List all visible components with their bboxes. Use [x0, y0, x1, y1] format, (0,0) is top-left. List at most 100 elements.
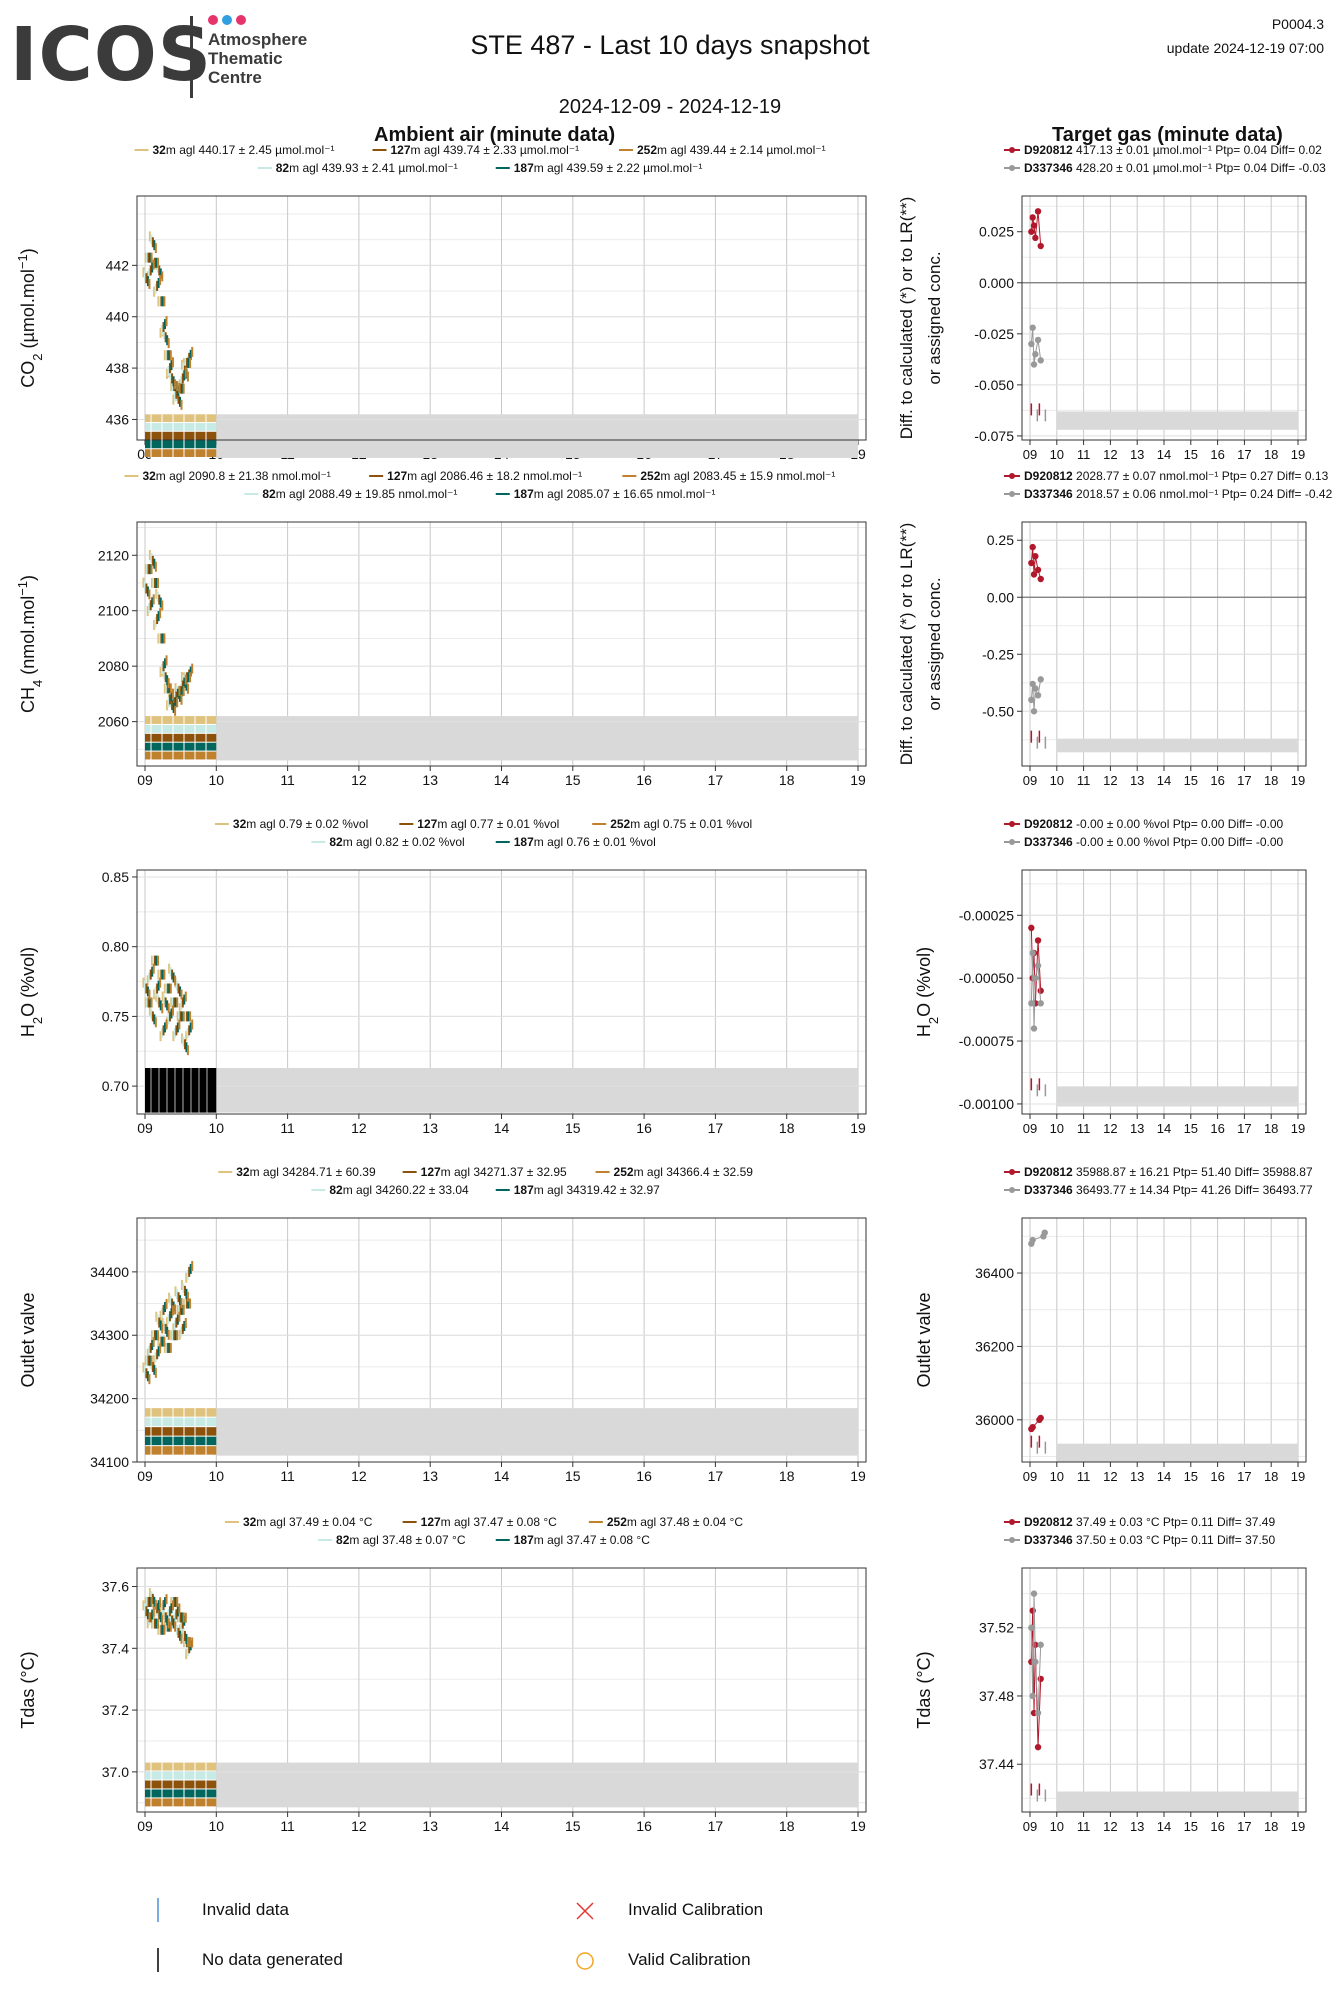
logo-sub-line: Thematic — [208, 49, 283, 68]
x-tick-label: 15 — [565, 1120, 581, 1136]
y-tick-label: 0.70 — [102, 1078, 129, 1094]
x-tick-label: 16 — [636, 772, 652, 788]
legend-entry: 252m agl 0.75 ± 0.01 %vol — [610, 817, 752, 831]
legend-height: 252 — [640, 469, 660, 483]
x-tick-label: 09 — [1023, 447, 1037, 462]
height-stripe — [145, 449, 217, 457]
legend-cylinder-id: D920812 — [1024, 817, 1073, 831]
legend-value: 37.50 ± 0.03 °C Ptp= 0.11 Diff= 37.50 — [1073, 1533, 1276, 1547]
target-point — [1028, 228, 1035, 235]
target-point — [1034, 1709, 1042, 1717]
x-tick-label: 10 — [1050, 773, 1064, 788]
y-tick-label: 34100 — [90, 1454, 129, 1470]
legend-cylinder-id: D920812 — [1024, 1165, 1073, 1179]
y-tick-label: 34200 — [90, 1391, 129, 1407]
target-point — [1037, 357, 1044, 364]
legend-entry: 82m agl 439.93 ± 2.41 µmol.mol⁻¹ — [276, 161, 458, 175]
x-tick-label: 14 — [1157, 1121, 1171, 1136]
y-tick-label: 0.25 — [987, 532, 1014, 548]
height-stripe — [145, 1436, 217, 1446]
target-point — [1029, 1692, 1036, 1700]
y-tick-label: 436 — [106, 411, 130, 427]
legend-height: 187 — [514, 161, 534, 175]
no-data-stripes — [145, 1067, 217, 1113]
x-tick-label: 16 — [636, 1818, 652, 1834]
x-tick-label: 17 — [1237, 1121, 1251, 1136]
x-tick-label: 16 — [1210, 773, 1224, 788]
x-tick-label: 17 — [1237, 447, 1251, 462]
legend-value: 417.13 ± 0.01 µmol.mol⁻¹ Ptp= 0.04 Diff=… — [1073, 143, 1322, 157]
y-tick-label: 442 — [106, 257, 130, 273]
target-point — [1029, 324, 1036, 331]
target-point — [1034, 336, 1042, 344]
plot-border — [1021, 1567, 1307, 1813]
target-point — [1034, 937, 1042, 944]
y-tick-label: 0.75 — [102, 1008, 129, 1024]
legend-value: m agl 439.74 ± 2.33 µmol.mol⁻¹ — [411, 143, 580, 157]
legend-value: m agl 34366.4 ± 32.59 — [634, 1165, 754, 1179]
y-tick-label: 440 — [106, 309, 130, 325]
x-tick-label: 14 — [494, 772, 510, 788]
target-point — [1029, 949, 1036, 957]
y-tick-label: 37.2 — [102, 1702, 129, 1718]
y-axis-label-part: −1 — [15, 581, 30, 596]
legend-entry: D337346 428.20 ± 0.01 µmol.mol⁻¹ Ptp= 0.… — [1024, 161, 1326, 175]
legend-marker — [1009, 1169, 1015, 1175]
legend-height: 82 — [329, 1183, 343, 1197]
x-tick-label: 15 — [1184, 1469, 1198, 1484]
legend-height: 82 — [329, 835, 343, 849]
y-axis-label: Tdas (°C) — [18, 1651, 38, 1728]
y-axis-label: CH4 (nmol.mol−1) — [15, 575, 45, 713]
target-y-axis-label: or assigned conc. — [925, 251, 944, 384]
x-tick-label: 11 — [1077, 447, 1091, 462]
legend-entry: D337346 -0.00 ± 0.00 %vol Ptp= 0.00 Diff… — [1024, 835, 1284, 849]
report-code: P0004.3 — [1271, 16, 1324, 32]
plot-border — [136, 869, 867, 1115]
legend-entry: 187m agl 34319.42 ± 32.97 — [514, 1183, 660, 1197]
y-axis-label-part: ) — [18, 248, 38, 254]
legend-no-data: No data generated — [202, 1950, 343, 1969]
legend-height: 32 — [142, 469, 156, 483]
y-tick-label: 34400 — [90, 1264, 129, 1280]
icos-logo-text: ICOS — [10, 12, 213, 98]
height-stripe — [145, 1780, 217, 1789]
legend-cylinder-id: D337346 — [1024, 487, 1073, 501]
target-point — [1028, 1000, 1035, 1007]
height-stripe — [145, 1417, 217, 1427]
x-tick-label: 09 — [1023, 773, 1037, 788]
legend-height: 82 — [262, 487, 276, 501]
legend-height: 32 — [233, 817, 247, 831]
no-data-band — [1056, 1443, 1298, 1462]
legend-entry: 127m agl 0.77 ± 0.01 %vol — [417, 817, 559, 831]
y-tick-label: 2120 — [98, 547, 129, 563]
legend-marker — [1009, 1187, 1015, 1193]
x-tick-label: 11 — [280, 1468, 295, 1484]
height-stripe — [145, 742, 217, 751]
legend-invalid-calibration: Invalid Calibration — [628, 1900, 764, 1919]
y-tick-label: 34300 — [90, 1327, 129, 1343]
target-point — [1037, 242, 1044, 250]
x-tick-label: 12 — [1103, 447, 1117, 462]
legend-entry: D337346 36493.77 ± 14.34 Ptp= 41.26 Diff… — [1024, 1183, 1313, 1197]
y-axis-label-part: −1 — [15, 254, 30, 269]
legend-entry: D337346 2018.57 ± 0.06 nmol.mol⁻¹ Ptp= 0… — [1024, 487, 1333, 501]
logo-subtitle: Atmosphere Thematic Centre — [208, 30, 307, 87]
x-tick-label: 17 — [1237, 773, 1251, 788]
legend-cylinder-id: D337346 — [1024, 161, 1073, 175]
legend-value: m agl 2086.46 ± 18.2 nmol.mol⁻¹ — [407, 469, 582, 483]
x-tick-label: 10 — [209, 1468, 225, 1484]
height-stripe — [145, 414, 217, 423]
x-tick-label: 13 — [422, 1120, 438, 1136]
legend-height: 187 — [514, 487, 534, 501]
y-axis-label-part: (nmol.mol — [18, 596, 38, 680]
legend-marker — [1009, 821, 1015, 827]
y-axis-label-part: Outlet valve — [914, 1292, 934, 1387]
y-axis-label-part: Tdas (°C) — [914, 1651, 934, 1728]
y-axis-label: Outlet valve — [914, 1292, 934, 1387]
legend-height: 127 — [421, 1515, 441, 1529]
x-tick-label: 12 — [351, 1468, 367, 1484]
x-tick-label: 15 — [1184, 773, 1198, 788]
legend-value: 2028.77 ± 0.07 nmol.mol⁻¹ Ptp= 0.27 Diff… — [1073, 469, 1329, 483]
y-tick-label: -0.00100 — [959, 1096, 1014, 1112]
x-tick-label: 19 — [1291, 773, 1305, 788]
